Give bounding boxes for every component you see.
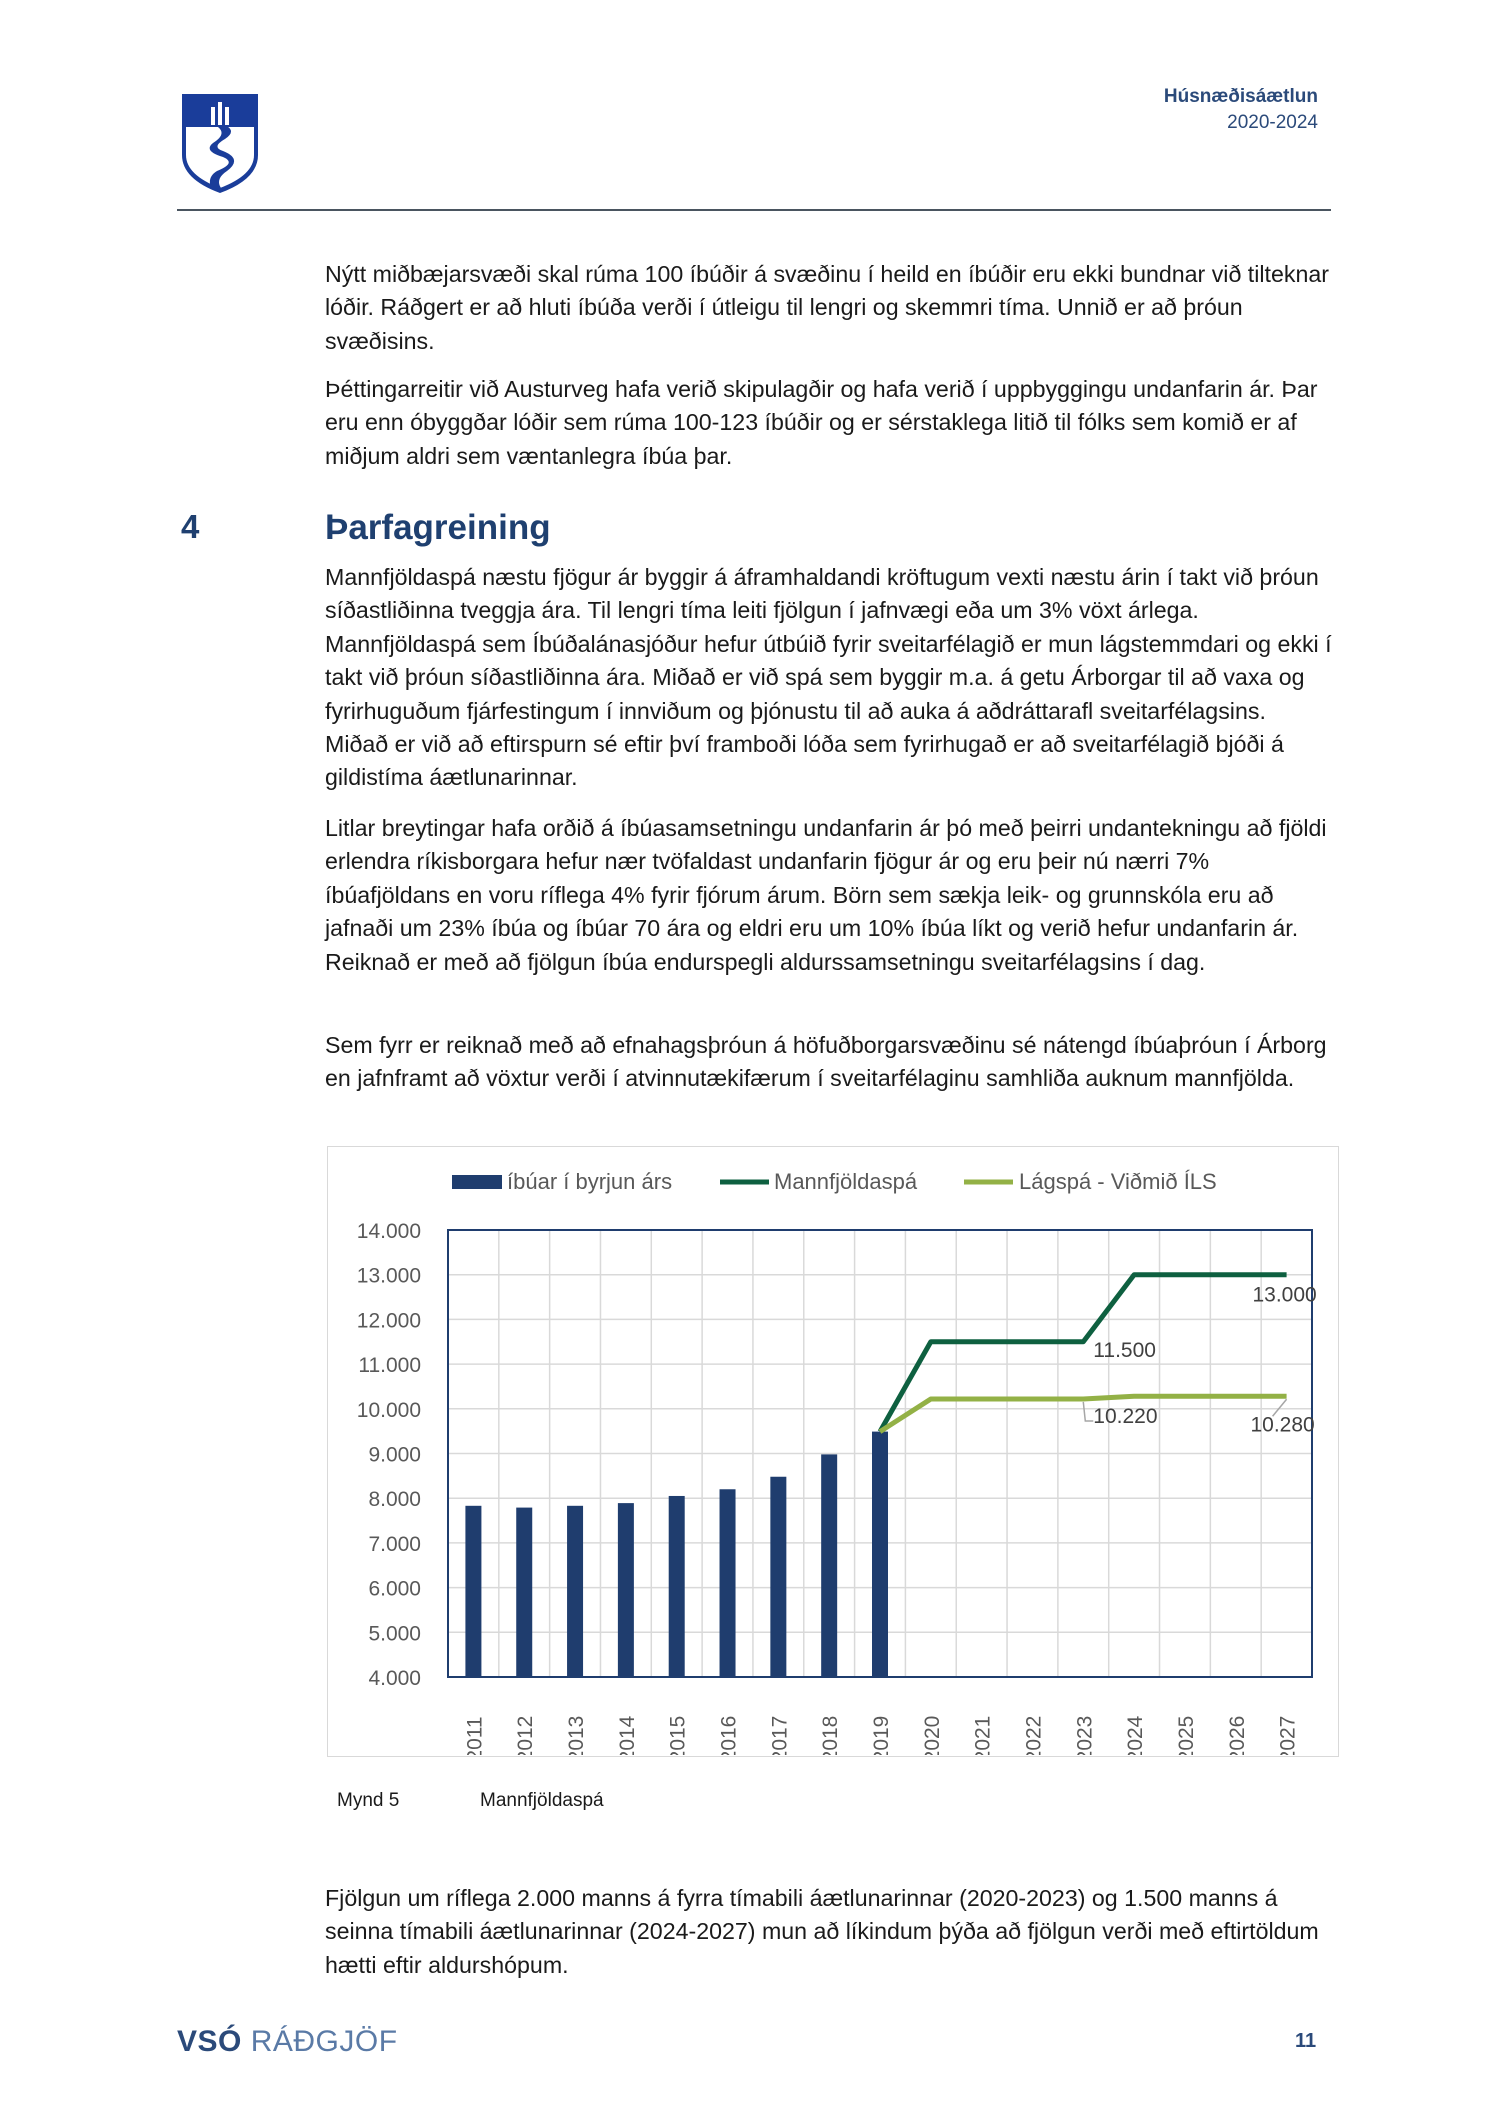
- paragraph: Nýtt miðbæjarsvæði skal rúma 100 íbúðir …: [325, 261, 1329, 354]
- y-tick-label: 8.000: [368, 1488, 421, 1511]
- x-tick-label: 2023: [1073, 1716, 1096, 1755]
- population-forecast-chart: íbúar í byrjun árs Mannfjöldaspá Lágspá …: [327, 1146, 1339, 1762]
- chart-svg: íbúar í byrjun árs Mannfjöldaspá Lágspá …: [357, 1169, 1317, 1762]
- x-tick-label: 2015: [667, 1716, 690, 1755]
- bar-2016: [719, 1489, 736, 1677]
- header-subtitle: 2020-2024: [1227, 112, 1318, 133]
- data-label-leader: [1082, 1401, 1094, 1422]
- header-divider: [177, 209, 1331, 211]
- legend-swatch-bar: [452, 1175, 502, 1189]
- paragraph: Sem fyrr er reiknað með að efnahagsþróun…: [325, 1032, 1327, 1092]
- x-tick-label: 2019: [870, 1716, 893, 1755]
- y-tick-label: 7.000: [368, 1533, 421, 1556]
- data-label-leader: [1272, 1398, 1288, 1417]
- bar-2014: [617, 1503, 634, 1677]
- figure-label: Mynd 5: [337, 1790, 400, 1811]
- y-tick-label: 12.000: [357, 1309, 421, 1332]
- x-tick-label: 2027: [1277, 1716, 1300, 1755]
- page-number: 11: [1295, 2030, 1317, 2052]
- section-number: 4: [181, 508, 200, 545]
- y-tick-label: 5.000: [368, 1622, 421, 1645]
- x-tick-label: 2016: [718, 1716, 741, 1755]
- shield-logo-icon: [182, 94, 258, 193]
- x-tick-label: 2013: [565, 1716, 588, 1755]
- paragraph: Mannfjöldaspá næstu fjögur ár byggir á á…: [325, 564, 1332, 791]
- line-lágspá---viðmið-íls: [878, 1393, 1287, 1434]
- section-title: Þarfagreining: [325, 508, 551, 547]
- line-mannfjöldaspá: [877, 1272, 1287, 1433]
- footer-logo-bold: VSÓ: [177, 2025, 242, 2058]
- bar-2012: [516, 1507, 533, 1677]
- legend-label: Lágspá - Viðmið ÍLS: [1019, 1169, 1217, 1194]
- y-tick-label: 11.000: [358, 1354, 421, 1377]
- y-tick-label: 14.000: [357, 1220, 421, 1243]
- y-tick-label: 4.000: [368, 1667, 421, 1690]
- y-tick-label: 6.000: [368, 1578, 421, 1601]
- x-tick-label: 2026: [1226, 1716, 1249, 1755]
- data-label: 10.220: [1093, 1405, 1157, 1428]
- x-tick-label: 2020: [921, 1716, 944, 1755]
- data-label: 13.000: [1252, 1284, 1316, 1307]
- y-tick-label: 9.000: [368, 1444, 421, 1467]
- x-tick-label: 2017: [768, 1716, 791, 1755]
- paragraph: Þéttingarreitir við Austurveg hafa verið…: [325, 376, 1318, 469]
- y-tick-label: 10.000: [357, 1399, 421, 1422]
- bar-2018: [821, 1454, 838, 1677]
- bar-2015: [668, 1495, 685, 1677]
- chart-legend: íbúar í byrjun árs Mannfjöldaspá Lágspá …: [452, 1169, 1217, 1194]
- footer-logo-light: RÁÐGJÖF: [250, 2025, 398, 2058]
- bar-2013: [567, 1505, 584, 1677]
- x-tick-label: 2025: [1175, 1716, 1198, 1755]
- data-label: 11.500: [1093, 1339, 1156, 1362]
- paragraph: Fjölgun um ríflega 2.000 manns á fyrra t…: [325, 1885, 1319, 1978]
- x-tick-label: 2014: [616, 1715, 639, 1755]
- municipal-logo: [181, 93, 259, 194]
- legend-label: Mannfjöldaspá: [774, 1169, 918, 1194]
- x-tick-label: 2021: [972, 1716, 995, 1755]
- bar-2019: [872, 1431, 888, 1677]
- paragraph: Litlar breytingar hafa orðið á íbúasamse…: [325, 815, 1327, 975]
- x-tick-label: 2018: [819, 1716, 842, 1755]
- figure-caption: Mannfjöldaspá: [480, 1790, 604, 1811]
- data-label: 10.280: [1250, 1413, 1314, 1436]
- x-tick-label: 2011: [463, 1716, 486, 1755]
- y-tick-label: 13.000: [357, 1265, 421, 1288]
- x-tick-label: 2024: [1124, 1715, 1147, 1755]
- x-tick-label: 2012: [514, 1716, 537, 1755]
- x-tick-label: 2022: [1022, 1716, 1045, 1755]
- header-title: Húsnæðisáætlun: [1163, 86, 1318, 107]
- bar-2017: [770, 1476, 787, 1677]
- footer-logo: VSÓ RÁÐGJÖF: [177, 2025, 398, 2059]
- bar-2011: [465, 1505, 482, 1677]
- legend-label: íbúar í byrjun árs: [507, 1169, 672, 1194]
